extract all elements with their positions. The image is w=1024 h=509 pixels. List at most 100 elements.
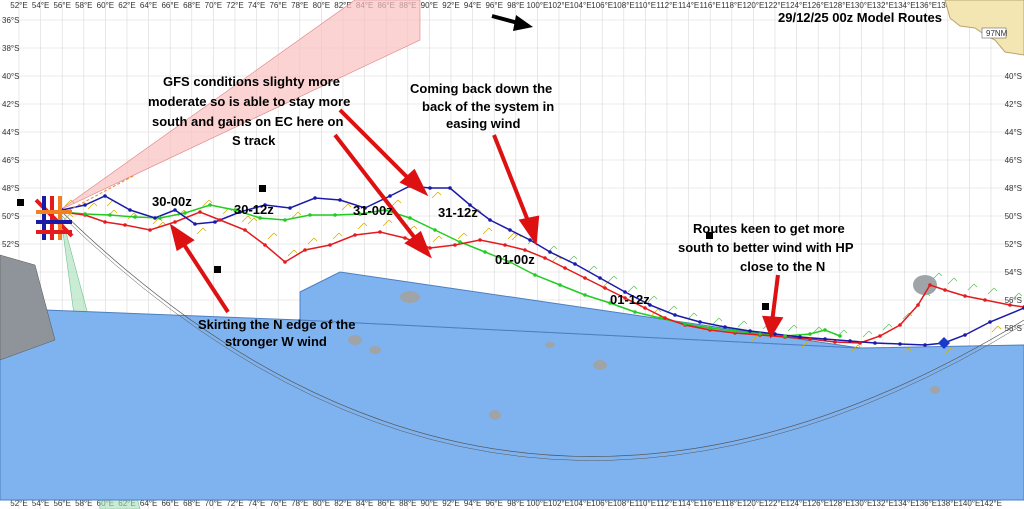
wind-barb: [888, 323, 893, 328]
route-waypoint-red: [943, 288, 947, 292]
wind-cone-red: [59, 0, 421, 211]
lon-label: 76°E: [269, 499, 286, 508]
route-waypoint-blue: [773, 332, 777, 336]
lat-label: 52°S: [1005, 240, 1022, 249]
waypoint-square-icon: [706, 232, 713, 239]
route-waypoint-blue: [673, 313, 677, 317]
route-waypoint-red: [603, 286, 607, 290]
wind-barb: [812, 326, 820, 334]
route-waypoint-blue: [103, 194, 107, 198]
lon-label: 86°E: [377, 499, 394, 508]
wind-barb: [347, 203, 352, 208]
route-waypoint-red: [833, 340, 837, 344]
wind-barb: [1018, 292, 1023, 297]
waypoint-square-icon: [17, 199, 24, 206]
wind-barb: [901, 347, 909, 355]
lon-label: 64°E: [140, 499, 157, 508]
lon-label: 114°E: [678, 1, 699, 10]
time-label-01-00z: 01-00z: [495, 252, 535, 267]
lon-label: 66°E: [161, 1, 178, 10]
lon-label: 110°E: [635, 1, 656, 10]
lon-label: 126°E: [807, 1, 829, 10]
lon-label: 94°E: [464, 1, 481, 10]
route-waypoint-blue: [83, 203, 87, 207]
wind-barb: [953, 277, 958, 282]
wind-barb: [991, 325, 999, 333]
waypoint-squares: [17, 185, 769, 310]
wind-barb: [607, 275, 615, 283]
wind-barb: [70, 199, 75, 204]
lon-label: 120°E: [742, 499, 764, 508]
route-waypoint-red: [148, 228, 152, 232]
wind-barb: [113, 209, 118, 214]
lon-label: 92°E: [442, 1, 459, 10]
route-waypoint-red: [378, 230, 382, 234]
wind-barb: [432, 235, 440, 243]
wind-barb: [438, 235, 443, 240]
route-waypoint-green: [183, 211, 187, 215]
lon-label: 104°E: [570, 1, 592, 10]
route-blue-line: [61, 185, 1024, 346]
route-waypoint-blue: [548, 250, 552, 254]
route-waypoint-blue: [193, 222, 197, 226]
lat-label: 52°S: [2, 240, 19, 249]
lon-label: 126°E: [807, 499, 829, 508]
map-title: 29/12/25 00z Model Routes: [778, 10, 942, 25]
route-waypoint-green: [108, 213, 112, 217]
wind-barb: [202, 199, 210, 207]
annotation-coming-back-line-3: easing wind: [446, 116, 520, 131]
time-label-01-12z: 01-12z: [610, 292, 650, 307]
great-circle-1: [59, 209, 1024, 457]
route-waypoints: [60, 184, 1024, 347]
route-waypoint-red: [123, 223, 127, 227]
annotation-routes-keen: Routes keen to get more south to better …: [678, 221, 854, 274]
lon-label: 128°E: [829, 499, 851, 508]
lon-label: 82°E: [334, 1, 351, 10]
route-waypoint-green: [733, 329, 737, 333]
lon-label: 132°E: [872, 1, 894, 10]
route-waypoint-blue: [923, 343, 927, 347]
lon-label: 72°E: [226, 1, 243, 10]
wind-barb: [477, 208, 482, 213]
annotation-coming-back-line-2: back of the system in: [422, 99, 554, 114]
route-waypoint-blue: [488, 218, 492, 222]
lon-label: 80°E: [313, 1, 330, 10]
route-waypoint-blue: [468, 203, 472, 207]
waypoint-square-icon: [259, 185, 266, 192]
lon-label: 130°E: [850, 1, 872, 10]
wind-barb: [247, 215, 252, 220]
lon-label: 90°E: [421, 1, 438, 10]
wind-barb: [945, 346, 953, 354]
lon-label: 110°E: [635, 499, 656, 508]
route-waypoint-red: [983, 298, 987, 302]
wind-barb: [926, 292, 931, 297]
route-waypoint-green: [838, 334, 842, 338]
lon-label: 138°E: [937, 499, 959, 508]
lon-label: 82°E: [334, 499, 351, 508]
lon-label: 58°E: [75, 499, 92, 508]
wind-barb: [673, 305, 678, 310]
lon-label: 72°E: [226, 499, 243, 508]
route-waypoint-blue: [153, 216, 157, 220]
wind-barb: [363, 222, 368, 227]
route-waypoint-red: [543, 256, 547, 260]
route-waypoint-green: [408, 216, 412, 220]
route-waypoint-blue: [598, 276, 602, 280]
lat-label: 46°S: [2, 156, 19, 165]
lon-label: 140°E: [958, 499, 980, 508]
lat-label: 46°S: [1005, 156, 1022, 165]
wind-barb: [291, 211, 299, 219]
annotation-routes-keen-line-1: Routes keen to get more: [693, 221, 845, 236]
lon-label: 60°E: [97, 1, 114, 10]
annotation-gfs-line-1: GFS conditions slighty more: [163, 74, 340, 89]
route-waypoint-green: [158, 216, 162, 220]
wind-barb: [397, 199, 402, 204]
route-waypoint-green: [783, 334, 787, 338]
lat-label: 50°S: [1005, 212, 1022, 221]
route-waypoint-red: [623, 296, 627, 300]
wind-barb: [482, 227, 490, 235]
lon-label: 106°E: [591, 1, 613, 10]
wind-barb: [196, 227, 204, 235]
